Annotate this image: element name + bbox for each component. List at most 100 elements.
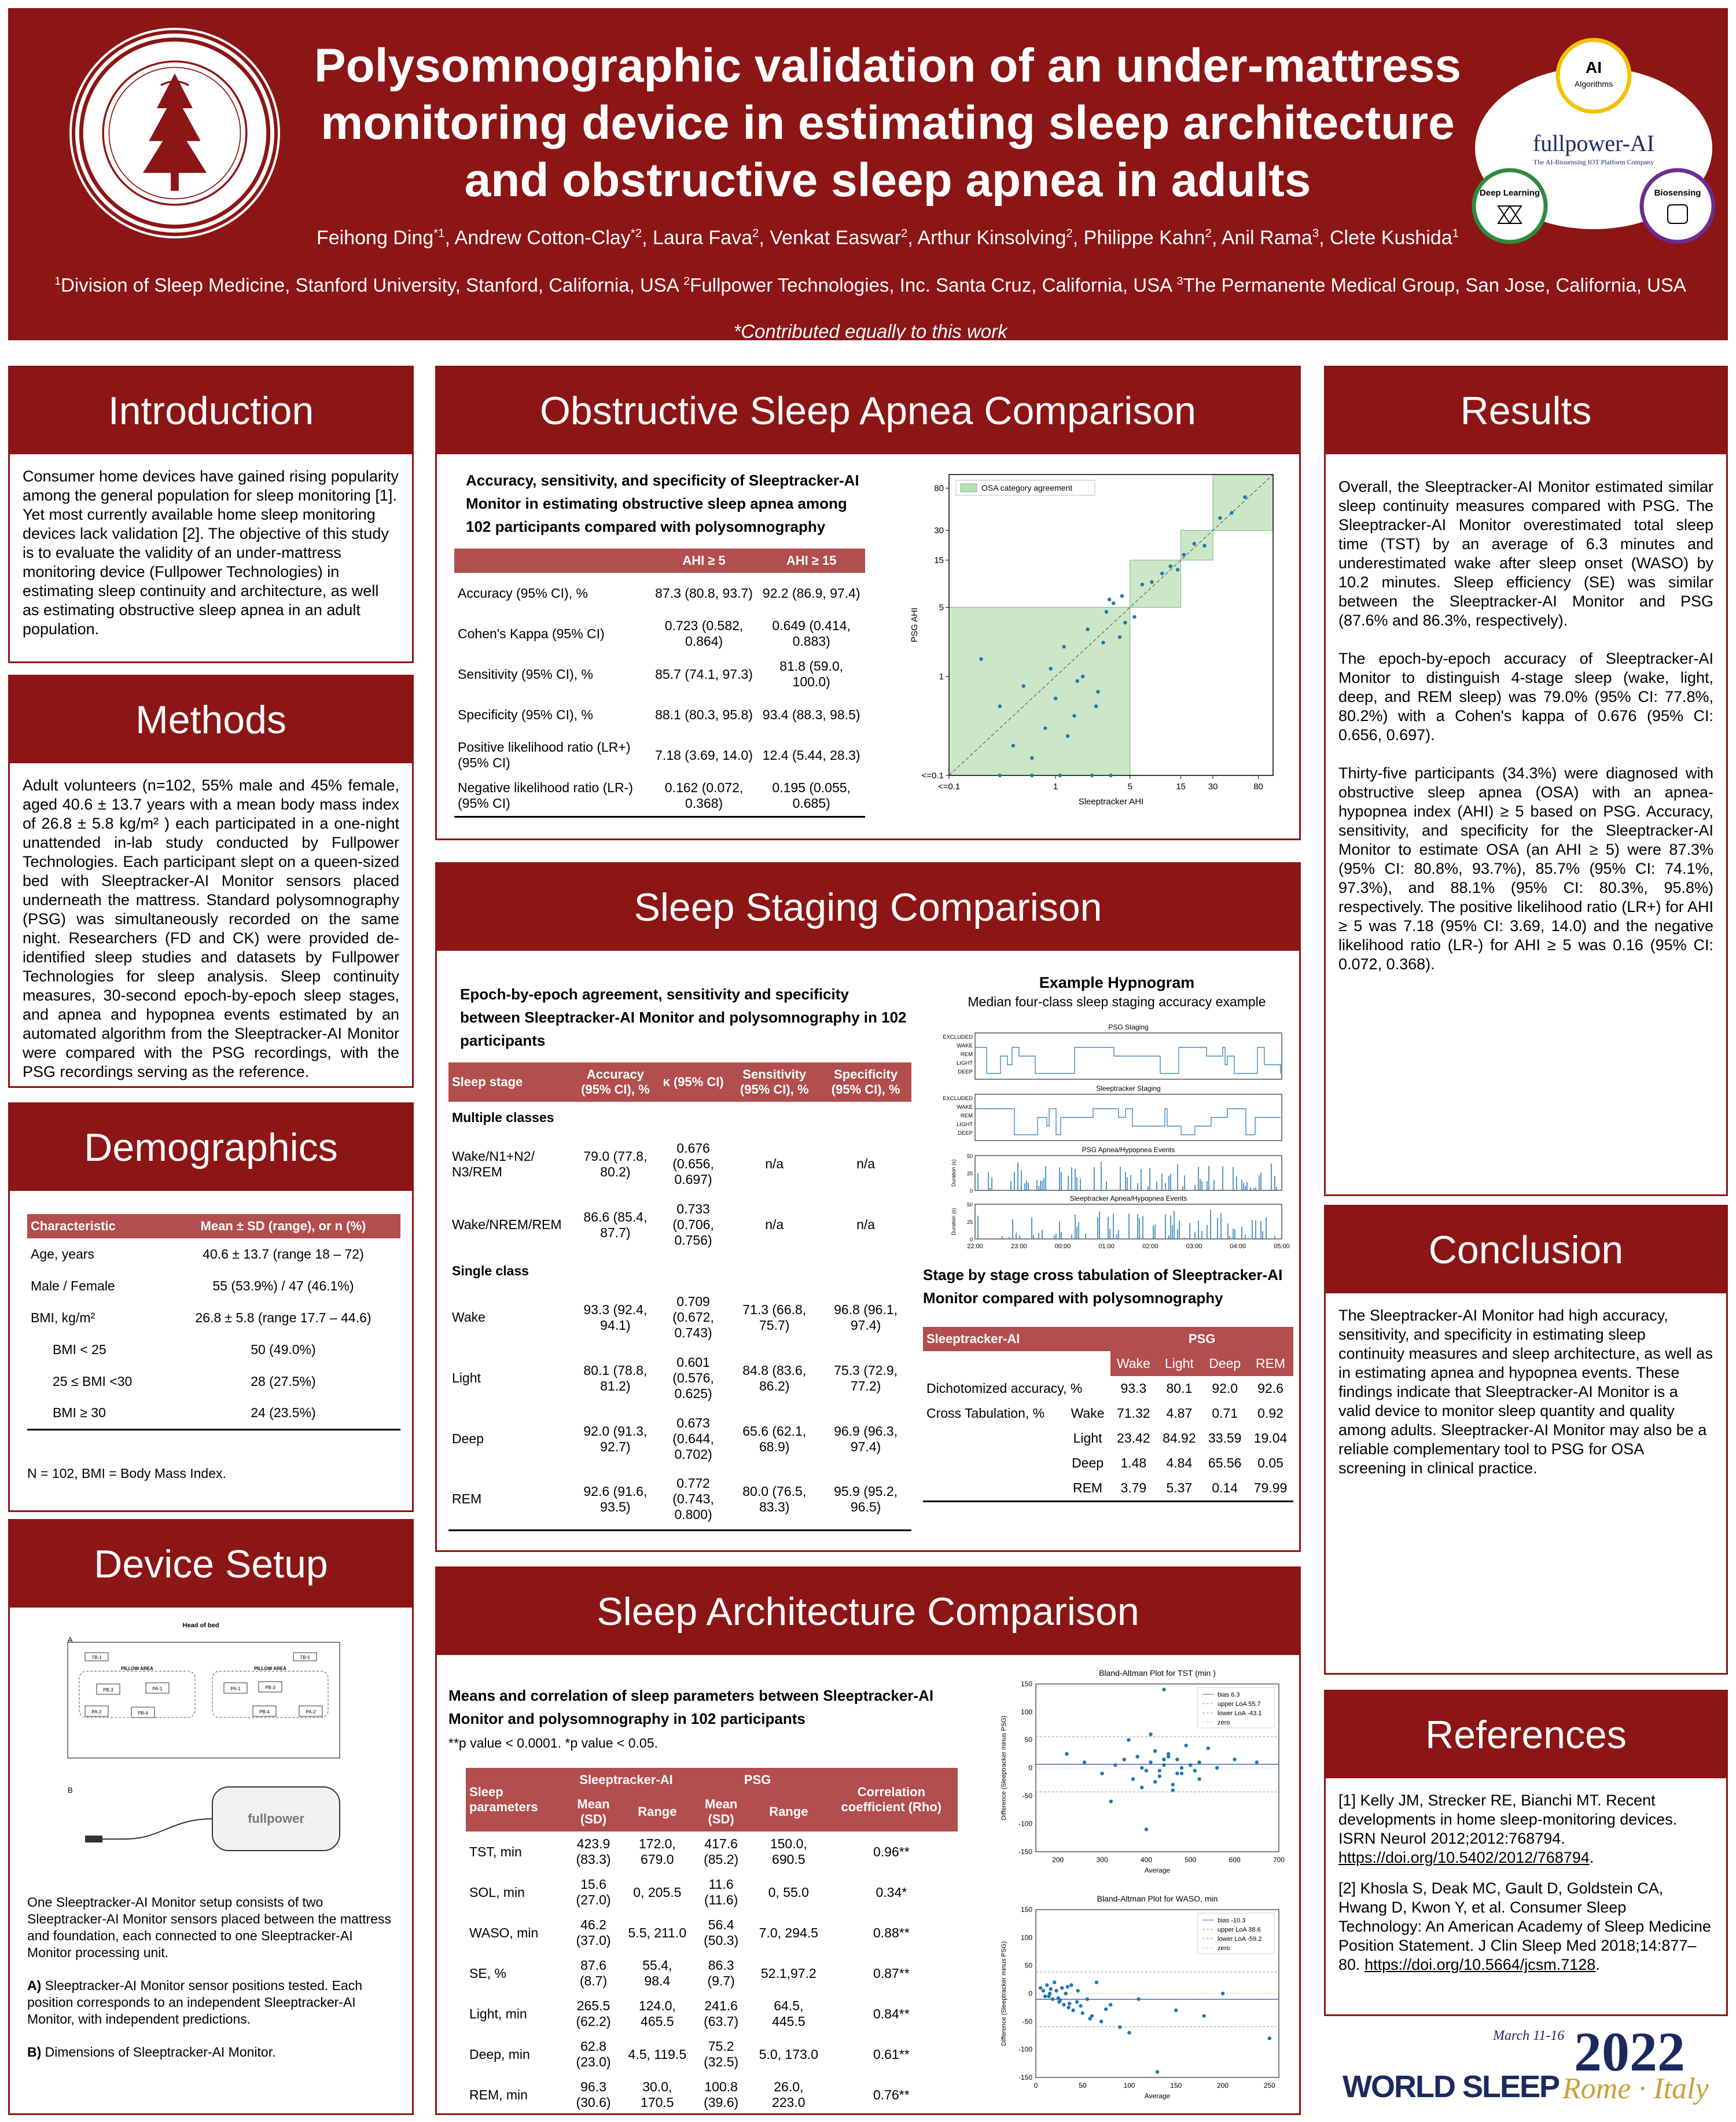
author-superscript: 2: [752, 227, 759, 240]
osa-ahi15-value: 12.4 (5.44, 28.3): [762, 747, 860, 763]
staging-value: 96.8 (96.1, 97.4): [834, 1301, 898, 1333]
hypnogram-stage-label: DEEP: [958, 1130, 973, 1137]
bland-altman-point: [1131, 1777, 1135, 1781]
osa-ahi15-value: 0.649 (0.414, 0.883): [772, 618, 851, 649]
crosstab-value: 0.05: [1257, 1455, 1283, 1470]
bland-altman-point: [1104, 2007, 1108, 2011]
bland-altman-point: [1067, 2002, 1072, 2006]
crosstab-h-psg: PSG: [1110, 1327, 1293, 1351]
reference-1-link[interactable]: https://doi.org/10.5402/2012/768794: [1338, 1849, 1590, 1866]
bland-altman-y-tick: -150: [1018, 1848, 1032, 1856]
author-superscript: 2: [1066, 227, 1073, 240]
conclusion-heading: Conclusion: [1326, 1207, 1726, 1293]
diagram-pillow-right: PILLOW AREA: [254, 1666, 286, 1671]
staging-value: 0.733 (0.706, 0.756): [672, 1201, 714, 1248]
bland-altman-y-tick: -100: [1018, 1820, 1032, 1828]
osa-header-blank: [454, 549, 650, 573]
osa-y-label: PSG AHI: [910, 608, 920, 642]
bland-altman-point: [1153, 1749, 1157, 1753]
device-a-text: Sleeptracker-AI Monitor sensor positions…: [27, 1978, 363, 2027]
staging-section-label: Multiple classes: [452, 1110, 554, 1125]
staging-stage-label: Wake/N1+N2/ N3/REM: [452, 1148, 535, 1179]
staging-h-accuracy: Accuracy (95% CI), %: [572, 1062, 658, 1102]
bland-altman-y-tick: -150: [1018, 2073, 1032, 2081]
bland-altman-y-tick: -50: [1023, 2017, 1033, 2025]
arch-h-sleeptracker: Sleeptracker-AI: [562, 1768, 690, 1792]
crosstab-col-header: Wake: [1110, 1351, 1157, 1376]
staging-value: 0.676 (0.656, 0.697): [672, 1141, 714, 1187]
osa-row-label: Negative likelihood ratio (LR-) (95% CI): [458, 780, 633, 811]
architecture-row: SOL, min 15.6 (27.0) 0, 205.5 11.6 (11.6) 0,…: [466, 1872, 958, 1913]
osa-x-tick-label: 30: [1208, 782, 1218, 792]
bland-altman-point: [1149, 1760, 1153, 1764]
osa-point: [1202, 543, 1207, 548]
architecture-value: 0.96**: [873, 1844, 910, 1859]
crosstab-value: 71.32: [1117, 1406, 1150, 1421]
architecture-value: 75.2 (32.5): [704, 2039, 739, 2069]
bland-altman-x-label: Average: [1145, 1866, 1171, 1874]
osa-point: [1192, 542, 1196, 546]
osa-legend-label: OSA category agreement: [981, 483, 1072, 492]
arch-h-range-psg: Range: [752, 1792, 825, 1832]
architecture-value: 7.0, 294.5: [759, 1925, 818, 1940]
crosstab-stage: REM: [1072, 1480, 1103, 1495]
osa-point: [1123, 620, 1127, 625]
author-superscript: 1: [1452, 227, 1459, 240]
osa-point: [1043, 726, 1047, 730]
osa-point: [1160, 571, 1164, 576]
staging-heading: Sleep Staging Comparison: [437, 864, 1299, 951]
osa-point: [979, 657, 983, 661]
bland-altman-point: [1179, 1771, 1184, 1775]
architecture-value: 0.76**: [873, 2087, 910, 2102]
crosstab-value: 5.37: [1166, 1480, 1193, 1495]
bland-altman-point: [1155, 2070, 1160, 2074]
world-sleep-logo: March 11-16 2022 WORLD SLEEP Rome · Ital…: [1343, 2021, 1724, 2112]
demographics-value: 26.8 ± 5.8 (range 17.7 – 44.6): [195, 1310, 372, 1325]
osa-ahi5-value: 85.7 (74.1, 97.3): [655, 666, 753, 682]
staging-value: 96.9 (96.3, 97.4): [834, 1423, 898, 1454]
osa-point: [1109, 773, 1113, 778]
osa-point: [1096, 690, 1100, 694]
bland-altman-point: [1047, 1994, 1051, 1999]
staging-value: 0.772 (0.743, 0.800): [672, 1476, 714, 1522]
osa-point: [1080, 674, 1085, 679]
crosstab-dich-value: 93.3: [1120, 1381, 1147, 1396]
bland-altman-legend-label: lower LoA -43.1: [1218, 1710, 1261, 1717]
architecture-value: 241.6 (63.7): [704, 1998, 739, 2029]
diagram-pb4: PB-4: [138, 1711, 148, 1716]
demographics-row: Male / Female 55 (53.9%) / 47 (46.1%): [27, 1270, 400, 1302]
author-superscript: 2: [901, 227, 908, 240]
bland-altman-y-label: Difference (Sleeptracker minus PSG): [1001, 1941, 1007, 2046]
osa-point: [1090, 773, 1094, 778]
introduction-panel: Introduction Consumer home devices have …: [8, 366, 414, 663]
diagram-tb1: TB-1: [91, 1655, 102, 1660]
crosstab-value: 4.84: [1166, 1455, 1193, 1470]
demographics-row: Age, years 40.6 ± 13.7 (range 18 – 72): [27, 1238, 400, 1270]
reference-1-text: [1] Kelly JM, Strecker RE, Bianchi MT. R…: [1338, 1792, 1678, 1847]
diagram-head-of-bed: Head of bed: [183, 1622, 219, 1629]
reference-2-link[interactable]: https://doi.org/10.5664/jcsm.7128: [1364, 1956, 1596, 1973]
bland-altman-point: [1043, 1994, 1047, 1999]
diagram-pb3: PB-3: [103, 1687, 113, 1693]
affiliation-superscript: 1: [54, 275, 61, 288]
staging-stage-label: Deep: [452, 1431, 484, 1446]
bland-altman-point: [1171, 1782, 1175, 1787]
staging-value: n/a: [856, 1217, 876, 1232]
osa-x-tick-label: <=0.1: [938, 782, 960, 792]
hypnogram-panel-title: PSG Apnea/Hypopnea Events: [1082, 1146, 1175, 1154]
references-panel: References [1] Kelly JM, Strecker RE, Bi…: [1324, 1690, 1728, 2016]
hypnogram-panel-title: Sleeptracker Staging: [1096, 1084, 1160, 1093]
bland-altman-point: [1174, 2008, 1178, 2013]
architecture-value: 4.5, 119.5: [628, 2046, 687, 2062]
bland-altman-x-tick: 200: [1052, 1856, 1064, 1864]
demo-header-characteristic: Characteristic: [27, 1214, 166, 1238]
bland-altman-point: [1140, 1785, 1144, 1790]
osa-point: [1112, 601, 1116, 605]
diagram-pa1-right: PA-1: [230, 1686, 241, 1691]
results-panel: Results Overall, the Sleeptracker-AI Mon…: [1324, 366, 1728, 1196]
bland-altman-point: [1049, 1987, 1053, 1991]
osa-x-label: Sleeptracker AHI: [1079, 797, 1144, 807]
bland-altman-point: [1144, 1827, 1149, 1832]
header-banner: Polysomnographic validation of an under-…: [8, 8, 1728, 342]
bland-altman-y-tick: 150: [1021, 1906, 1032, 1914]
